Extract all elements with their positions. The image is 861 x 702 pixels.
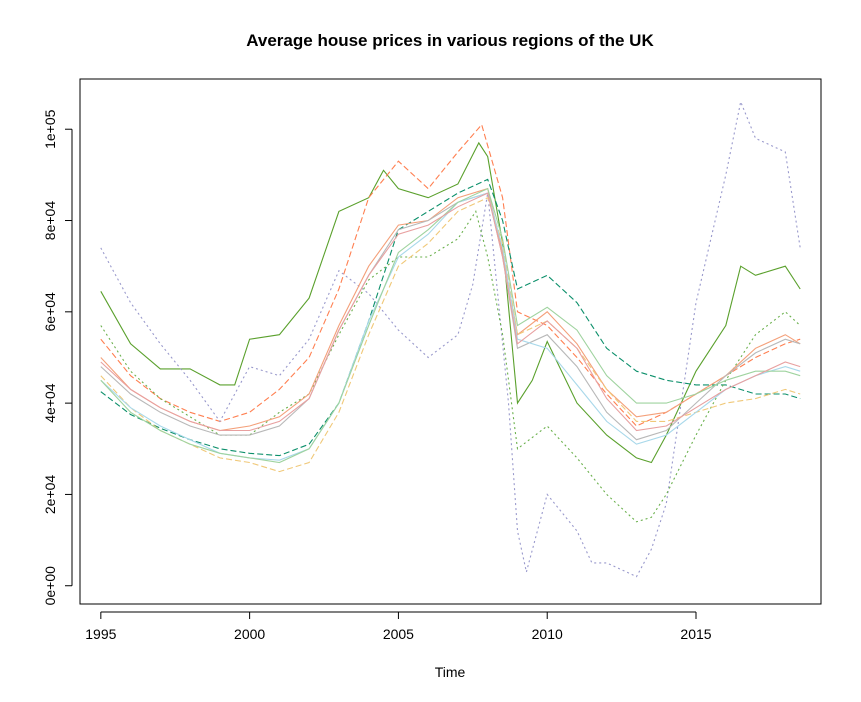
x-axis: 1995 2000 2005 2010 2015	[85, 611, 712, 642]
y-tick-label: 1e+05	[42, 109, 58, 149]
x-tick-label: 2000	[234, 626, 265, 642]
series-line-5	[100, 210, 801, 523]
series-line-11	[100, 192, 801, 432]
y-tick-label: 6e+04	[42, 292, 58, 332]
series-line-8	[100, 196, 801, 473]
series-line-4	[100, 99, 801, 578]
plot-frame	[79, 78, 822, 605]
series-line-7	[100, 192, 801, 441]
chart-title: Average house prices in various regions …	[246, 31, 654, 50]
y-tick-label: 4e+04	[42, 383, 58, 423]
series-line-6	[100, 187, 801, 432]
x-tick-label: 2015	[680, 626, 711, 642]
series-line-1	[100, 141, 801, 464]
y-tick-label: 0e+00	[42, 566, 58, 606]
series-layer	[100, 99, 801, 578]
x-axis-label: Time	[435, 664, 466, 680]
y-axis: 0e+00 2e+04 4e+04 6e+04 8e+04 1e+05	[42, 109, 73, 606]
series-line-2	[100, 123, 801, 427]
y-tick-label: 8e+04	[42, 201, 58, 241]
x-tick-label: 1995	[85, 626, 116, 642]
series-line-3	[100, 178, 801, 457]
series-line-10	[100, 187, 801, 464]
x-tick-label: 2005	[383, 626, 414, 642]
x-tick-label: 2010	[532, 626, 563, 642]
y-tick-label: 2e+04	[42, 475, 58, 515]
series-line-9	[100, 192, 801, 461]
